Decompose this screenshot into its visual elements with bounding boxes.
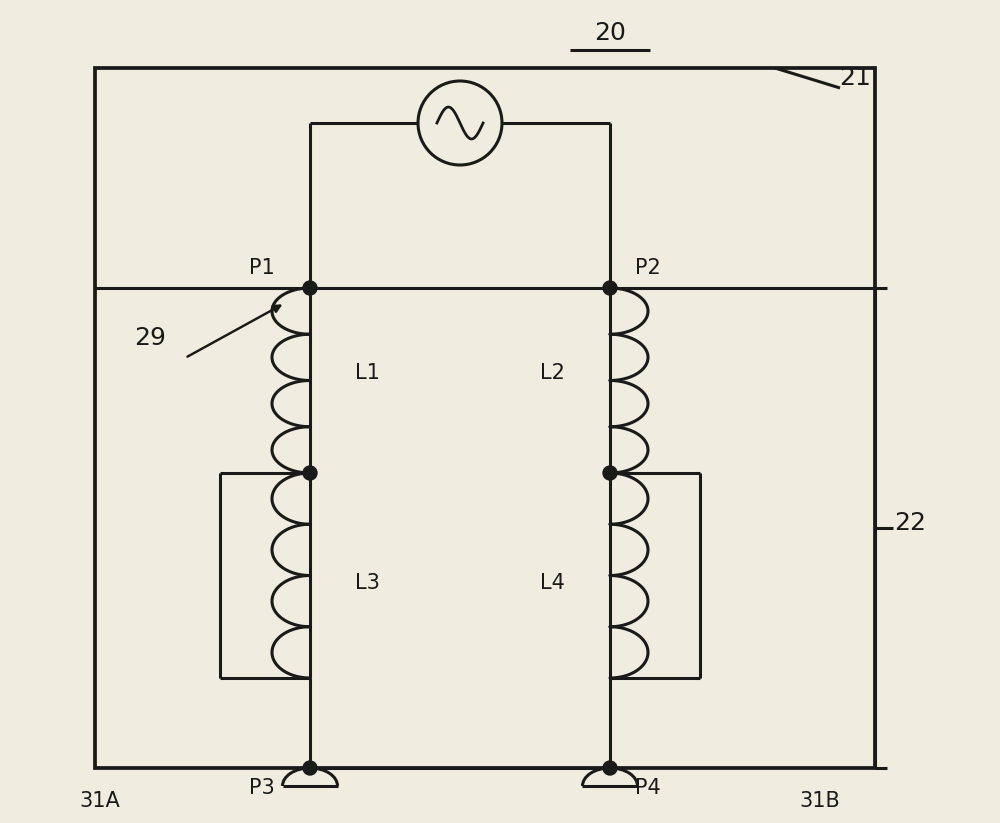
Text: L2: L2 [540, 363, 565, 383]
Text: P1: P1 [249, 258, 275, 278]
Text: 21: 21 [839, 66, 871, 90]
Circle shape [603, 466, 617, 480]
Text: P2: P2 [635, 258, 661, 278]
Text: 31A: 31A [80, 791, 120, 811]
Text: P3: P3 [249, 778, 275, 798]
Text: P4: P4 [635, 778, 661, 798]
Text: 22: 22 [894, 511, 926, 535]
Text: L4: L4 [540, 573, 565, 593]
Circle shape [603, 281, 617, 295]
Bar [95, 68, 875, 768]
Text: L1: L1 [355, 363, 380, 383]
Circle shape [303, 761, 317, 775]
Circle shape [603, 761, 617, 775]
Circle shape [303, 281, 317, 295]
Text: 29: 29 [134, 326, 166, 350]
Text: 31B: 31B [800, 791, 840, 811]
Circle shape [303, 466, 317, 480]
Text: 20: 20 [594, 21, 626, 45]
Circle shape [418, 81, 502, 165]
Text: L3: L3 [355, 573, 380, 593]
